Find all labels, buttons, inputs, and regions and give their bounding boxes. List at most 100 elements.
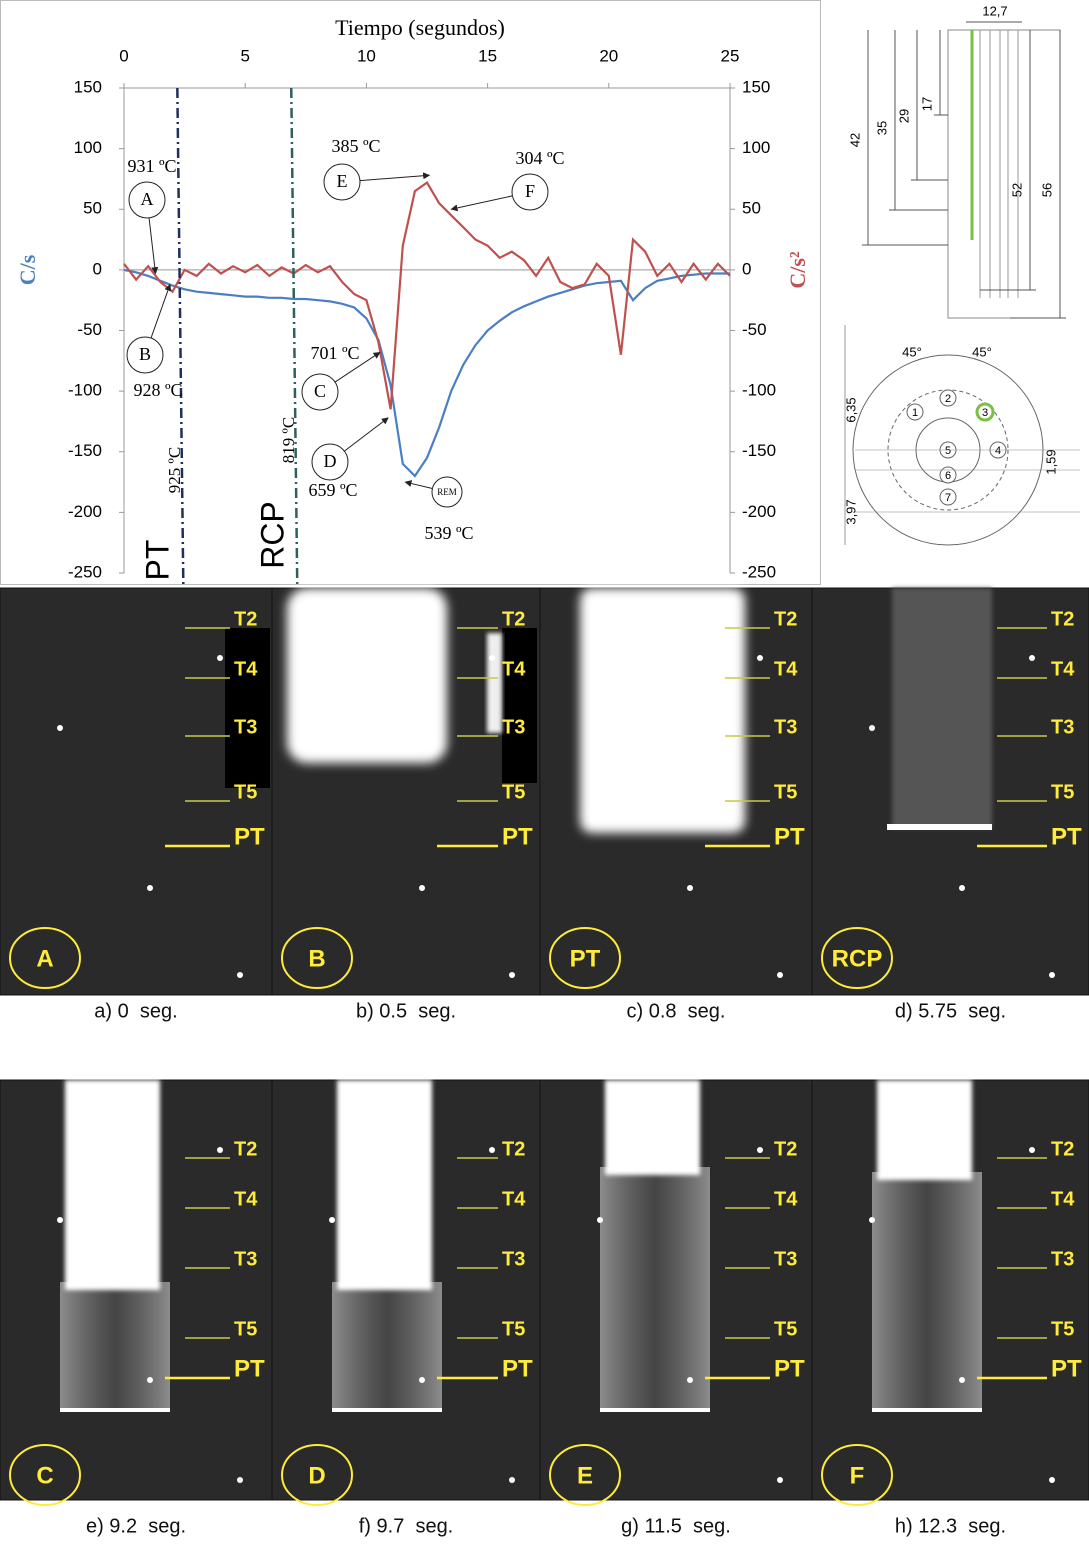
panel-label: B bbox=[308, 945, 325, 972]
sample-edge bbox=[332, 1408, 442, 1412]
dim-label: 52 bbox=[1009, 183, 1024, 197]
event-label: RCP bbox=[254, 501, 290, 569]
photo-panel: T2 T4 T3 T5 PT D bbox=[271, 1079, 541, 1506]
x-tick-label: 5 bbox=[240, 46, 249, 65]
panel-caption: b) 0.5 seg. bbox=[356, 1000, 456, 1022]
hole bbox=[939, 488, 957, 506]
sample-edge bbox=[600, 1408, 710, 1412]
photo-panel: T2 T4 T3 T5 PT RCP bbox=[811, 587, 1089, 996]
annotation-arrow bbox=[334, 351, 381, 383]
marker-label: PT bbox=[1051, 1355, 1082, 1382]
annotation-temp: 539 ºC bbox=[424, 523, 473, 543]
y-tick-label: -150 bbox=[68, 441, 102, 460]
sample bbox=[892, 588, 992, 828]
y2-tick-label: 100 bbox=[742, 138, 770, 157]
marker-label: T5 bbox=[774, 1318, 797, 1340]
event-line bbox=[176, 87, 185, 586]
annotation-arrow bbox=[150, 283, 172, 339]
panel-caption: c) 0.8 seg. bbox=[627, 1000, 726, 1022]
speck bbox=[237, 972, 243, 978]
panel-badge bbox=[821, 927, 893, 989]
y2-tick-label: -250 bbox=[742, 562, 776, 581]
annotation-circle bbox=[431, 476, 463, 508]
hole-label: 1 bbox=[912, 407, 918, 419]
speck bbox=[869, 725, 875, 731]
sample bbox=[225, 628, 270, 788]
marker-label: T2 bbox=[502, 608, 525, 630]
marker-label: PT bbox=[234, 1355, 265, 1382]
chart-frame bbox=[0, 0, 821, 585]
x-tick-label: 15 bbox=[478, 46, 497, 65]
speck bbox=[687, 1377, 693, 1383]
panel-badge bbox=[9, 1444, 81, 1506]
y2-tick-label: 50 bbox=[742, 199, 761, 218]
photo-panel: T2 T4 T3 T5 PT E bbox=[539, 1079, 813, 1506]
sample-edge bbox=[60, 1408, 170, 1412]
annotation-circle bbox=[126, 336, 164, 374]
dim-label: 3,97 bbox=[843, 499, 858, 524]
series-line bbox=[123, 181, 731, 410]
annotation-circle bbox=[323, 163, 361, 201]
sample-cylinder bbox=[600, 1167, 710, 1410]
marker-label: T3 bbox=[1051, 1248, 1074, 1270]
sample-cylinder bbox=[872, 1172, 982, 1410]
event-temp: 819 ºC bbox=[279, 417, 298, 463]
photo-panel: T2 T4 T3 T5 PT PT bbox=[539, 587, 813, 996]
marker-label: PT bbox=[1051, 823, 1082, 850]
panel-caption: d) 5.75 seg. bbox=[895, 1000, 1006, 1022]
annotation-label: C bbox=[314, 381, 326, 401]
speck bbox=[757, 655, 763, 661]
marker-label: T4 bbox=[774, 1188, 798, 1210]
sample-glow bbox=[337, 1080, 432, 1290]
sample-glow bbox=[580, 588, 745, 833]
marker-label: T4 bbox=[1051, 1188, 1075, 1210]
y-tick-label: -50 bbox=[77, 320, 102, 339]
marker-label: T2 bbox=[1051, 608, 1074, 630]
annotation-temp: 701 ºC bbox=[310, 343, 359, 363]
sample bbox=[502, 628, 537, 783]
x-tick-label: 25 bbox=[721, 46, 740, 65]
marker-label: T4 bbox=[502, 1188, 526, 1210]
annotation-label: D bbox=[324, 451, 337, 471]
sample-cylinder bbox=[60, 1282, 170, 1410]
dim-label: 1,59 bbox=[1043, 449, 1058, 474]
speck bbox=[1029, 655, 1035, 661]
speck bbox=[1029, 1147, 1035, 1153]
marker-label: T2 bbox=[502, 1138, 525, 1160]
annotation-circle bbox=[511, 173, 549, 211]
marker-label: T5 bbox=[1051, 781, 1074, 803]
speck bbox=[1049, 972, 1055, 978]
annotation-label: A bbox=[141, 189, 154, 209]
annotation-circle bbox=[311, 443, 349, 481]
x-tick-label: 20 bbox=[599, 46, 618, 65]
y-tick-label: 100 bbox=[74, 138, 102, 157]
dim-label: 42 bbox=[847, 133, 862, 147]
dim-label: 6,35 bbox=[843, 397, 858, 422]
hole bbox=[975, 402, 995, 422]
y2-axis-label: C/s² bbox=[785, 251, 810, 289]
speck bbox=[597, 1217, 603, 1223]
speck bbox=[869, 1217, 875, 1223]
sample-glow bbox=[605, 1080, 700, 1175]
y-tick-label: 0 bbox=[93, 259, 102, 278]
hole bbox=[906, 403, 924, 421]
panel-label: RCP bbox=[832, 945, 883, 972]
angle-label: 45° bbox=[902, 344, 922, 359]
panel-caption: a) 0 seg. bbox=[94, 1000, 177, 1022]
dim-label: 35 bbox=[874, 121, 889, 135]
speck bbox=[329, 725, 335, 731]
hole-label: 2 bbox=[945, 393, 951, 405]
y-axis-label: C/s bbox=[15, 254, 40, 285]
y2-tick-label: 150 bbox=[742, 77, 770, 96]
annotation-temp: 304 ºC bbox=[515, 148, 564, 168]
speck bbox=[687, 885, 693, 891]
panel-badge bbox=[281, 927, 353, 989]
annotation-label: REM bbox=[437, 487, 457, 497]
hole-label: 7 bbox=[945, 492, 951, 504]
photo-panel: T2 T4 T3 T5 PT C bbox=[0, 1079, 273, 1506]
speck bbox=[217, 1147, 223, 1153]
dim-width: 12,7 bbox=[982, 3, 1007, 18]
panel-badge bbox=[549, 1444, 621, 1506]
sample-glow bbox=[877, 1080, 972, 1180]
